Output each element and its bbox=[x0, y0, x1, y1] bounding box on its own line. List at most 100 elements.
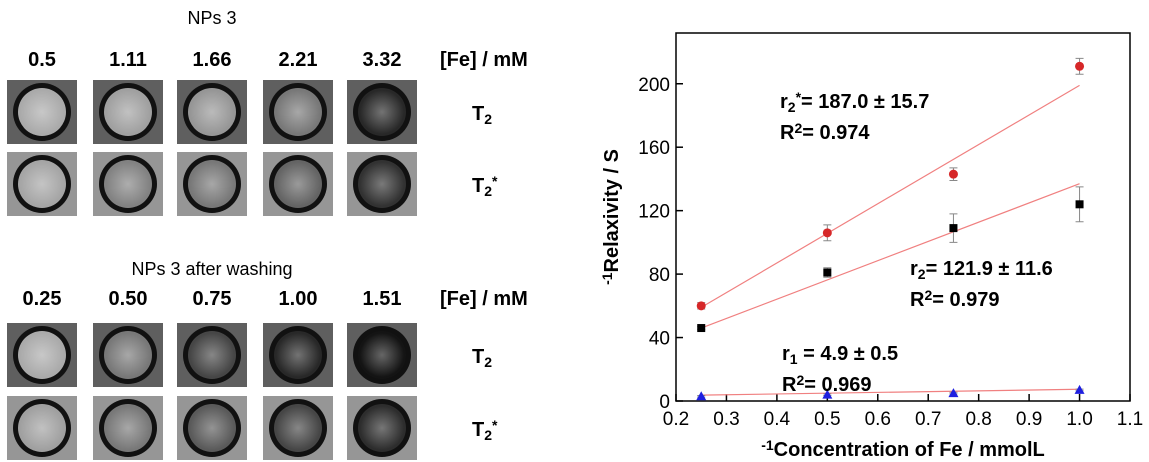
concentration: 0.25 bbox=[23, 288, 62, 310]
row-label: T2* bbox=[472, 173, 498, 198]
mri-glow bbox=[106, 90, 150, 134]
row-label-sup: * bbox=[492, 417, 498, 433]
y-tick-label: 160 bbox=[638, 138, 670, 159]
x-tick-label: 0.6 bbox=[865, 409, 891, 430]
mri-glow bbox=[360, 90, 404, 134]
mri-glow bbox=[106, 162, 150, 206]
x-axis-label-sup: -1 bbox=[761, 437, 774, 453]
annotation: R2= 0.974 bbox=[780, 120, 870, 144]
annotation-symbol: R bbox=[782, 374, 797, 396]
annotation-symbol: r bbox=[782, 343, 790, 365]
row-label: T2* bbox=[472, 417, 498, 442]
marker bbox=[1075, 61, 1085, 71]
y-tick-label: 200 bbox=[638, 75, 670, 96]
marker bbox=[696, 391, 707, 401]
x-tick-label: 0.2 bbox=[663, 409, 689, 430]
mri-glow bbox=[190, 406, 234, 450]
y-tick-label: 80 bbox=[649, 265, 670, 286]
concentration: 2.21 bbox=[279, 49, 318, 71]
mri-glow bbox=[20, 162, 64, 206]
row-label-symbol: T bbox=[472, 419, 484, 441]
annotation-text: = 121.9 ± 11.6 bbox=[926, 258, 1053, 280]
concentration: 1.51 bbox=[363, 288, 402, 310]
mri-glow bbox=[360, 406, 404, 450]
mri-glow bbox=[106, 406, 150, 450]
y-tick-label: 40 bbox=[649, 329, 670, 350]
annotation-text: = 0.979 bbox=[932, 289, 999, 311]
x-tick-label: 0.8 bbox=[965, 409, 991, 430]
concentration: 0.50 bbox=[109, 288, 148, 310]
mri-glow bbox=[360, 162, 404, 206]
y-axis-label: -1Relaxivity / S bbox=[599, 149, 623, 285]
unit-label: [Fe] / mM bbox=[440, 288, 528, 310]
unit-label: [Fe] / mM bbox=[440, 49, 528, 71]
annotation-symbol: R bbox=[910, 289, 925, 311]
x-tick-label: 0.3 bbox=[713, 409, 739, 430]
annotation-text: = 0.974 bbox=[802, 122, 870, 144]
plot-frame bbox=[675, 32, 1131, 402]
annotation-sub: 2 bbox=[788, 99, 796, 115]
fit-line bbox=[700, 84, 1080, 308]
row-label-sup: * bbox=[492, 173, 498, 189]
annotation: R2= 0.969 bbox=[782, 372, 872, 396]
annotation-sub: 2 bbox=[918, 266, 926, 282]
marker bbox=[948, 388, 959, 398]
annotation-text: = 0.969 bbox=[804, 374, 871, 396]
row-label: T2 bbox=[472, 103, 492, 127]
row-label: T2 bbox=[472, 346, 492, 370]
row-label-symbol: T bbox=[472, 175, 484, 197]
marker bbox=[822, 228, 832, 238]
panel-title: NPs 3 bbox=[187, 8, 236, 28]
y-tick-label: 0 bbox=[659, 392, 670, 413]
panel-title: NPs 3 after washing bbox=[131, 259, 292, 279]
annotation: R2= 0.979 bbox=[910, 287, 1000, 311]
row-label-symbol: T bbox=[472, 103, 484, 125]
x-tick-label: 1.1 bbox=[1117, 409, 1143, 430]
x-axis-label: -1Concentration of Fe / mmolL bbox=[761, 437, 1045, 461]
mri-glow bbox=[276, 162, 320, 206]
x-tick-label: 0.5 bbox=[814, 409, 840, 430]
marker bbox=[1074, 384, 1085, 394]
marker bbox=[696, 301, 706, 311]
x-tick-label: 0.7 bbox=[915, 409, 941, 430]
annotation-sup: 2 bbox=[924, 287, 932, 303]
annotation-symbol: r bbox=[780, 91, 788, 113]
marker bbox=[1075, 200, 1084, 209]
annotation: r2*= 187.0 ± 15.7 bbox=[780, 89, 929, 114]
row-label-sub: 2 bbox=[484, 354, 492, 370]
row-label-symbol: T bbox=[472, 346, 484, 368]
mri-glow bbox=[20, 333, 64, 377]
x-tick-label: 1.0 bbox=[1066, 409, 1092, 430]
marker bbox=[697, 324, 706, 333]
fit-line bbox=[701, 183, 1080, 329]
annotation-symbol: r bbox=[910, 258, 918, 280]
marker bbox=[822, 389, 833, 399]
y-axis-label-sup: -1 bbox=[599, 272, 615, 285]
mri-glow bbox=[106, 333, 150, 377]
annotation-text: = 187.0 ± 15.7 bbox=[801, 91, 929, 113]
mri-glow bbox=[190, 333, 234, 377]
annotation-text: = 4.9 ± 0.5 bbox=[798, 343, 899, 365]
mri-glow bbox=[276, 333, 320, 377]
concentration: 0.5 bbox=[28, 49, 56, 71]
row-label-sub: 2 bbox=[484, 183, 492, 199]
y-tick-label: 120 bbox=[638, 202, 670, 223]
marker bbox=[948, 169, 958, 179]
concentration: 1.11 bbox=[109, 49, 147, 71]
mri-glow bbox=[20, 406, 64, 450]
annotation-sup: 2 bbox=[794, 120, 802, 136]
y-axis-label-text: Relaxivity / S bbox=[601, 149, 623, 272]
concentration: 1.00 bbox=[279, 288, 318, 310]
annotation-symbol: R bbox=[780, 122, 795, 144]
marker bbox=[823, 268, 832, 277]
fit-line bbox=[701, 388, 1080, 396]
concentration: 3.32 bbox=[363, 49, 402, 71]
annotation: r2= 121.9 ± 11.6 bbox=[910, 258, 1053, 282]
mri-glow bbox=[20, 90, 64, 134]
concentration: 1.66 bbox=[193, 49, 232, 71]
annotation: r1 = 4.9 ± 0.5 bbox=[782, 343, 898, 367]
concentration: 0.75 bbox=[193, 288, 232, 310]
row-label-sub: 2 bbox=[484, 427, 492, 443]
annotation-sub: 1 bbox=[790, 351, 798, 367]
